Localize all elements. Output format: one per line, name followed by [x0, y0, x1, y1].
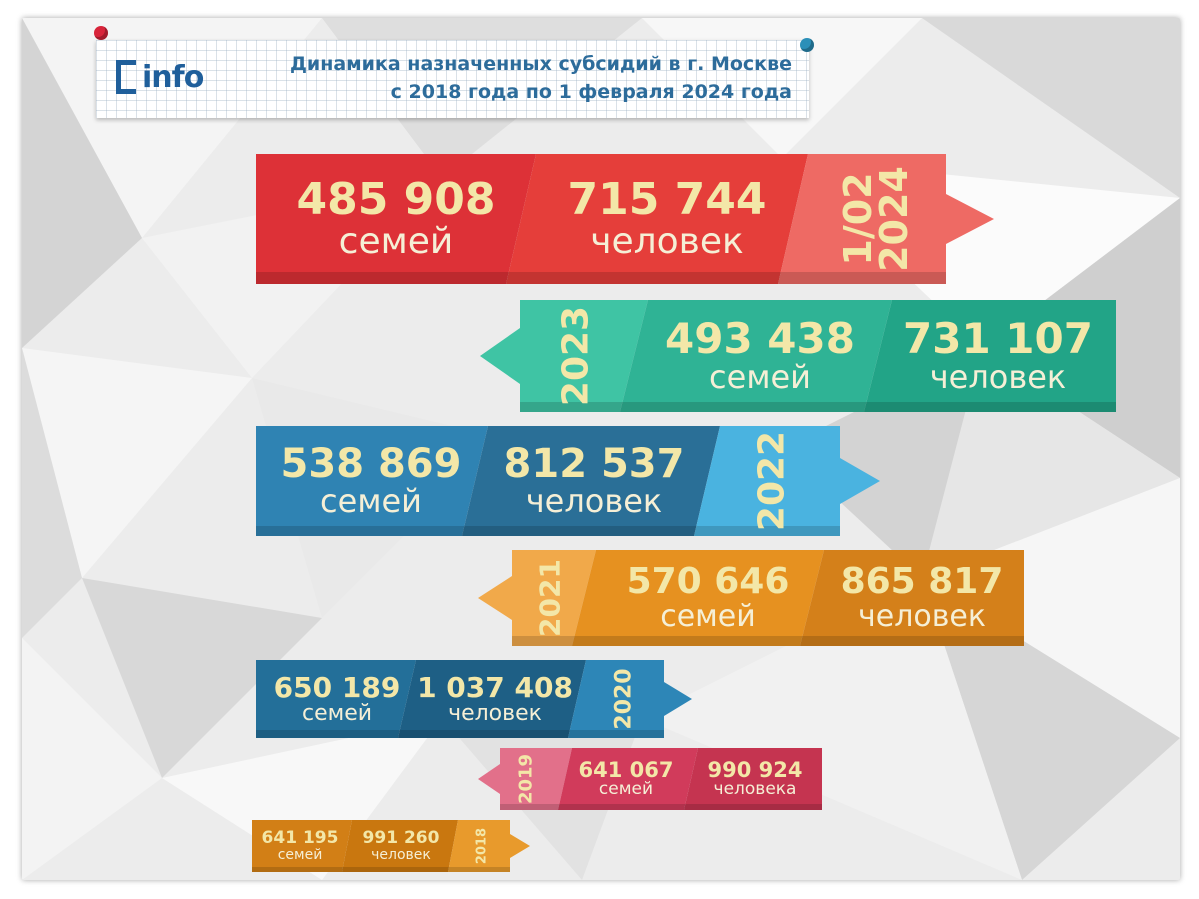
pushpin-icon [800, 38, 814, 52]
polygon-background [22, 18, 1180, 880]
families-cell: 493 438 семей [640, 300, 880, 412]
title-card [96, 40, 809, 118]
families-label: семей [338, 221, 454, 263]
people-label: человек [929, 358, 1067, 397]
ribbon-shape [256, 426, 880, 536]
year-label: 2020 [611, 668, 637, 730]
families-value: 538 869 [280, 441, 462, 488]
year-label: 2021 [533, 559, 567, 637]
ribbon-2019: 2019 641 067 семей 990 924 человека [478, 748, 822, 810]
ribbon-shape [256, 660, 692, 738]
families-label: семей [598, 779, 654, 800]
families-label: семей [277, 846, 323, 863]
ribbon-2020: 650 189 семей 1 037 408 человек 2020 [256, 660, 692, 738]
families-value: 641 195 [261, 827, 339, 848]
people-cell: 991 260 человек [350, 820, 452, 872]
people-label: человек [525, 482, 663, 521]
title-line-2: с 2018 года по 1 февраля 2024 года [390, 81, 792, 103]
logo-text: info [142, 60, 204, 95]
ribbon-2021: 2021 570 646 семей 865 817 человек [478, 550, 1024, 646]
families-value: 641 067 [578, 758, 674, 783]
people-label: человека [713, 779, 797, 800]
ribbon-shape [256, 154, 994, 284]
ribbon-2018: 641 195 семей 991 260 человек 2018 [252, 820, 530, 872]
ribbon-shape [478, 550, 1024, 646]
families-value: 650 189 [273, 670, 401, 704]
pushpin-icon [94, 26, 108, 40]
families-label: семей [320, 482, 422, 521]
people-label: человек [590, 221, 744, 263]
families-cell: 641 195 семей [254, 820, 346, 872]
people-cell: 715 744 человек [536, 154, 798, 284]
ribbon-2022: 538 869 семей 812 537 человек 2022 [256, 426, 880, 536]
year-label: 2019 [515, 753, 537, 805]
families-value: 570 646 [626, 561, 790, 603]
people-value: 991 260 [362, 827, 440, 848]
people-value: 731 107 [903, 314, 1093, 364]
year-label: 1/02 2024 [836, 166, 916, 272]
ribbon-shape [480, 300, 1116, 412]
families-cell: 485 908 семей [276, 154, 516, 284]
page-title: Динамика назначенных субсидий в г. Москв… [192, 50, 792, 106]
people-value: 812 537 [503, 441, 685, 488]
year-label: 2022 [751, 430, 793, 532]
families-label: семей [709, 358, 811, 397]
people-cell: 1 037 408 человек [414, 660, 576, 738]
ribbon-shape [252, 820, 530, 872]
families-label: семей [660, 599, 756, 635]
ribbon-2023: 2023 493 438 семей 731 107 человек [480, 300, 1116, 412]
people-value: 865 817 [840, 561, 1004, 603]
people-cell: 990 924 человека [692, 748, 818, 810]
families-label: семей [301, 701, 373, 727]
people-label: человек [371, 846, 431, 863]
families-cell: 570 646 семей [598, 550, 818, 646]
logo-bracket-icon [116, 60, 136, 94]
ribbon-shape [478, 748, 822, 810]
families-cell: 538 869 семей [266, 426, 476, 536]
title-line-1: Динамика назначенных субсидий в г. Москв… [289, 53, 792, 75]
year-label: 2018 [474, 827, 490, 865]
year-label: 2023 [555, 305, 597, 407]
people-label: человек [858, 599, 986, 635]
ribbon-2024: 485 908 семей 715 744 человек 1/02 2024 [256, 154, 996, 284]
info-logo: info [116, 54, 226, 104]
people-cell: 865 817 человек [822, 550, 1022, 646]
families-cell: 641 067 семей [566, 748, 686, 810]
people-cell: 731 107 человек [880, 300, 1116, 412]
families-value: 485 908 [296, 174, 496, 225]
people-value: 715 744 [567, 174, 767, 225]
people-label: человек [448, 701, 542, 727]
families-cell: 650 189 семей [262, 660, 412, 738]
families-value: 493 438 [665, 314, 855, 364]
people-value: 1 037 408 [417, 670, 573, 704]
people-cell: 812 537 человек [484, 426, 704, 536]
infographic-frame: info Динамика назначенных субсидий в г. … [22, 18, 1180, 880]
people-value: 990 924 [707, 758, 803, 783]
